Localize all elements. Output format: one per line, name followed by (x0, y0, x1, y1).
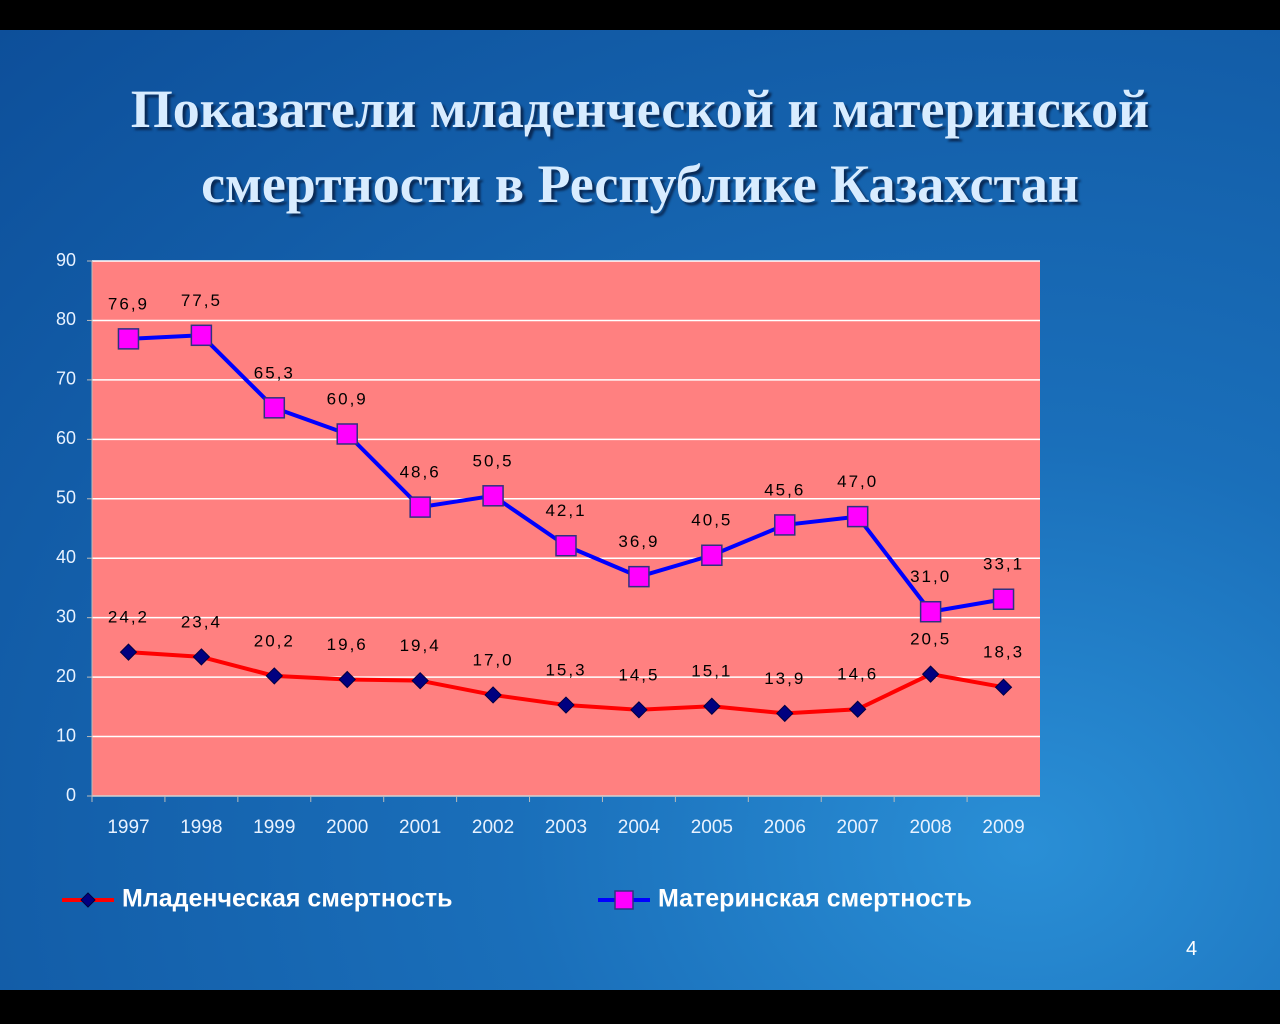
y-tick-label: 80 (56, 309, 76, 329)
data-label: 24,2 (108, 608, 149, 627)
legend-marker (80, 892, 96, 908)
x-tick-label: 2009 (982, 817, 1024, 838)
y-tick-label: 50 (56, 488, 76, 508)
data-point (484, 686, 502, 704)
data-point (336, 423, 358, 445)
y-tick-label: 70 (56, 369, 76, 389)
data-point (557, 696, 575, 714)
legend-label: Младенческая смертность (122, 885, 452, 913)
data-label: 50,5 (473, 451, 514, 470)
data-point (482, 485, 504, 507)
data-label: 20,2 (254, 631, 295, 650)
data-label: 14,6 (837, 665, 878, 684)
data-point (409, 496, 431, 518)
data-point (628, 565, 650, 588)
data-label: 23,4 (181, 612, 222, 631)
data-label: 15,3 (545, 661, 586, 680)
data-label: 19,6 (327, 635, 368, 654)
y-tick-label: 40 (56, 547, 76, 567)
data-label: 65,3 (254, 363, 295, 382)
data-point (338, 670, 356, 689)
data-label: 40,5 (691, 511, 732, 530)
data-point (848, 700, 867, 718)
x-tick-label: 2005 (691, 817, 733, 838)
legend-label: Материнская смертность (658, 885, 972, 913)
data-label: 19,4 (400, 636, 441, 655)
slide: Показатели младенческой и материнской см… (0, 30, 1280, 990)
y-tick-label: 0 (66, 785, 76, 805)
data-point (411, 671, 429, 690)
data-point (192, 648, 211, 666)
data-label: 18,3 (983, 643, 1024, 662)
data-label: 42,1 (545, 501, 586, 520)
data-point (919, 600, 942, 623)
y-tick-label: 30 (56, 606, 76, 626)
data-point (630, 701, 648, 719)
x-tick-label: 2001 (399, 817, 441, 838)
x-tick-label: 2004 (618, 817, 661, 838)
data-point (265, 667, 284, 685)
data-label: 31,0 (910, 567, 951, 586)
plot-area (92, 261, 1040, 796)
x-tick-label: 2000 (326, 817, 368, 838)
data-label: 33,1 (983, 555, 1024, 574)
chart: 0 10 20 30 40 50 60 70 80 90 1997 1998 1999 2000 2001 2… (56, 250, 1040, 913)
data-point (117, 328, 140, 350)
data-label: 14,5 (618, 665, 659, 684)
data-point (119, 643, 138, 661)
x-tick-label: 1998 (180, 817, 222, 838)
data-label: 45,6 (764, 480, 805, 499)
x-tick-label: 2007 (837, 817, 879, 838)
data-label: 36,9 (618, 532, 659, 551)
legend-marker (614, 890, 634, 910)
data-label: 76,9 (108, 294, 149, 313)
y-tick-label: 20 (56, 666, 76, 686)
data-label: 20,5 (910, 630, 951, 649)
data-label: 17,0 (473, 650, 514, 669)
data-label: 48,6 (400, 463, 441, 482)
data-point (701, 544, 723, 566)
data-point (992, 588, 1015, 610)
data-point (190, 324, 213, 347)
x-tick-label: 2006 (764, 817, 806, 838)
data-label: 15,1 (691, 662, 732, 681)
data-label: 47,0 (837, 472, 878, 491)
page-number: 4 (1186, 938, 1198, 960)
data-point (921, 665, 940, 683)
x-tick-label: 2003 (545, 817, 587, 838)
data-point (774, 514, 796, 536)
x-tick-label: 1997 (107, 817, 149, 838)
y-tick-label: 90 (56, 250, 76, 270)
x-tick-label: 1999 (253, 817, 295, 838)
x-tick-label: 2008 (909, 817, 951, 838)
y-tick-label: 10 (56, 725, 76, 745)
data-label: 60,9 (327, 389, 368, 408)
data-point (263, 397, 286, 419)
data-point (846, 505, 869, 528)
data-label: 77,5 (181, 291, 222, 310)
data-label: 13,9 (764, 669, 805, 688)
x-tick-label: 2002 (472, 817, 514, 838)
data-point (555, 534, 577, 557)
y-tick-label: 60 (56, 428, 76, 448)
chart-title: Показатели младенческой и материнской см… (130, 79, 1150, 214)
data-point (776, 704, 794, 723)
data-point (994, 678, 1013, 696)
data-point (703, 697, 721, 715)
